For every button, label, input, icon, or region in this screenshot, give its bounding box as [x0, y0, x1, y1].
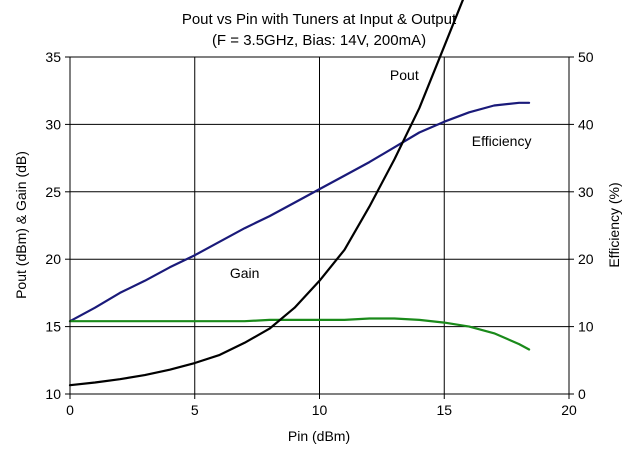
y-right-tick-label: 0 — [578, 386, 586, 402]
y-left-tick-label: 35 — [45, 49, 61, 65]
y-left-tick-label: 15 — [45, 319, 61, 335]
ticks: 0 5 10 15 20 10 15 20 25 30 35 0 10 20 30 40 50 — [45, 49, 593, 418]
x-tick-label: 10 — [312, 402, 328, 418]
annotation-gain: Gain — [230, 265, 260, 281]
y-axis-right-label: Efficiency (%) — [606, 182, 622, 267]
x-tick-label: 20 — [561, 402, 577, 418]
y-right-tick-label: 40 — [578, 116, 594, 132]
chart-subtitle: (F = 3.5GHz, Bias: 14V, 200mA) — [212, 32, 426, 49]
y-left-tick-label: 10 — [45, 386, 61, 402]
annotation-pout: Pout — [390, 67, 419, 83]
series-line-gain — [68, 317, 531, 351]
x-axis-label: Pin (dBm) — [288, 428, 350, 444]
y-right-tick-label: 20 — [578, 251, 594, 267]
x-tick-label: 5 — [191, 402, 199, 418]
grid — [70, 57, 569, 394]
y-right-tick-label: 30 — [578, 184, 594, 200]
y-right-tick-label: 50 — [578, 49, 594, 65]
annotation-efficiency: Efficiency — [472, 133, 532, 149]
x-tick-label: 15 — [436, 402, 452, 418]
annotations: Pout Efficiency Gain — [230, 67, 532, 281]
y-left-tick-label: 20 — [45, 251, 61, 267]
chart-title: Pout vs Pin with Tuners at Input & Outpu… — [182, 11, 457, 28]
series-layer — [68, 0, 531, 387]
y-left-tick-label: 30 — [45, 116, 61, 132]
y-right-tick-label: 10 — [578, 319, 594, 335]
y-axis-left-label: Pout (dBm) & Gain (dB) — [13, 151, 29, 299]
series-line-efficiency — [68, 0, 465, 387]
series-line-pout — [68, 101, 531, 323]
y-left-tick-label: 25 — [45, 184, 61, 200]
x-tick-label: 0 — [66, 402, 74, 418]
